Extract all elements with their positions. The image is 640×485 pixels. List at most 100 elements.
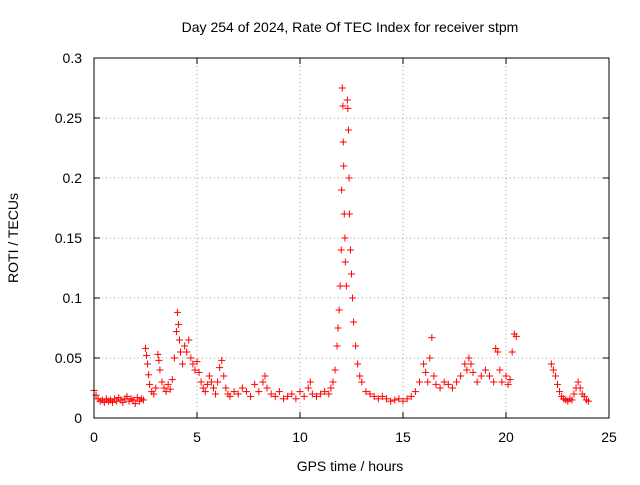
- data-point: [356, 372, 364, 380]
- data-point: [345, 174, 353, 182]
- data-point: [189, 360, 197, 368]
- data-point: [197, 378, 205, 386]
- data-point: [473, 378, 481, 386]
- data-point: [349, 294, 357, 302]
- data-point: [399, 397, 407, 405]
- y-tick-label: 0.1: [63, 290, 83, 306]
- data-point: [391, 396, 399, 404]
- data-point: [123, 392, 131, 400]
- data-point: [580, 392, 588, 400]
- data-point: [358, 378, 366, 386]
- data-point: [199, 384, 207, 392]
- data-point: [292, 395, 300, 403]
- data-point: [185, 336, 193, 344]
- data-point: [212, 390, 220, 398]
- data-point: [341, 234, 349, 242]
- data-point: [133, 394, 141, 402]
- data-point: [422, 368, 430, 376]
- data-point: [576, 384, 584, 392]
- data-point: [336, 282, 344, 290]
- data-point: [383, 395, 391, 403]
- data-point: [481, 366, 489, 374]
- data-point: [428, 334, 436, 342]
- data-point: [549, 366, 557, 374]
- data-point: [584, 397, 592, 405]
- data-point: [339, 138, 347, 146]
- y-tick-label: 0.2: [63, 170, 83, 186]
- data-point: [306, 378, 314, 386]
- data-point: [490, 378, 498, 386]
- data-point: [174, 320, 182, 328]
- data-point: [261, 372, 269, 380]
- chart-title: Day 254 of 2024, Rate Of TEC Index for r…: [182, 19, 519, 35]
- data-point: [172, 328, 180, 336]
- data-point: [469, 368, 477, 376]
- data-point: [142, 344, 149, 352]
- data-point: [370, 392, 378, 400]
- data-point: [327, 384, 335, 392]
- y-tick-label: 0.05: [55, 350, 82, 366]
- data-point: [183, 348, 191, 356]
- data-point: [348, 270, 355, 278]
- data-point: [166, 385, 174, 393]
- x-axis-label: GPS time / hours: [297, 458, 404, 474]
- data-point: [226, 392, 234, 400]
- data-point: [267, 390, 275, 398]
- y-tick-label: 0.3: [63, 50, 83, 66]
- data-point: [275, 388, 283, 396]
- data-point: [146, 380, 154, 388]
- data-point: [343, 96, 351, 104]
- data-point: [570, 390, 578, 398]
- data-point: [280, 395, 288, 403]
- data-point: [143, 352, 151, 360]
- data-point: [109, 398, 117, 406]
- data-point: [432, 380, 440, 388]
- data-point: [175, 336, 183, 344]
- data-point: [139, 396, 147, 404]
- data-point: [177, 348, 185, 356]
- data-point: [457, 372, 465, 380]
- data-point: [338, 186, 346, 194]
- data-point: [378, 392, 386, 400]
- data-point: [209, 384, 217, 392]
- data-point: [415, 378, 423, 386]
- data-point: [155, 356, 163, 364]
- y-tick-label: 0.15: [55, 230, 82, 246]
- data-point: [387, 397, 395, 405]
- data-point: [131, 400, 139, 408]
- data-point: [271, 392, 279, 400]
- axis-ticks: 0 5 10 15 20 25 0 0.05 0.1 0.15 0.2 0.25 0.3: [55, 50, 617, 445]
- data-point: [339, 102, 347, 110]
- data-point: [100, 398, 108, 406]
- data-point: [288, 390, 296, 398]
- data-point: [230, 388, 238, 396]
- data-point: [187, 354, 195, 362]
- data-point: [216, 364, 224, 372]
- data-point: [574, 378, 582, 386]
- data-point: [195, 368, 203, 376]
- data-point: [308, 390, 316, 398]
- data-point: [430, 372, 438, 380]
- x-tick-label: 25: [601, 429, 617, 445]
- data-point: [444, 380, 452, 388]
- data-point: [129, 396, 137, 404]
- data-point: [436, 384, 444, 392]
- data-point: [201, 388, 209, 396]
- data-point: [463, 366, 471, 374]
- data-points: [90, 84, 592, 408]
- data-point: [341, 258, 349, 266]
- data-point: [263, 384, 271, 392]
- data-point: [203, 380, 211, 388]
- data-point: [440, 378, 448, 386]
- data-point: [345, 210, 353, 218]
- data-point: [255, 388, 263, 396]
- data-point: [193, 358, 201, 366]
- data-point: [284, 392, 292, 400]
- data-point: [498, 378, 506, 386]
- data-point: [346, 246, 354, 254]
- data-point: [162, 388, 170, 396]
- data-point: [170, 354, 178, 362]
- data-point: [304, 384, 312, 392]
